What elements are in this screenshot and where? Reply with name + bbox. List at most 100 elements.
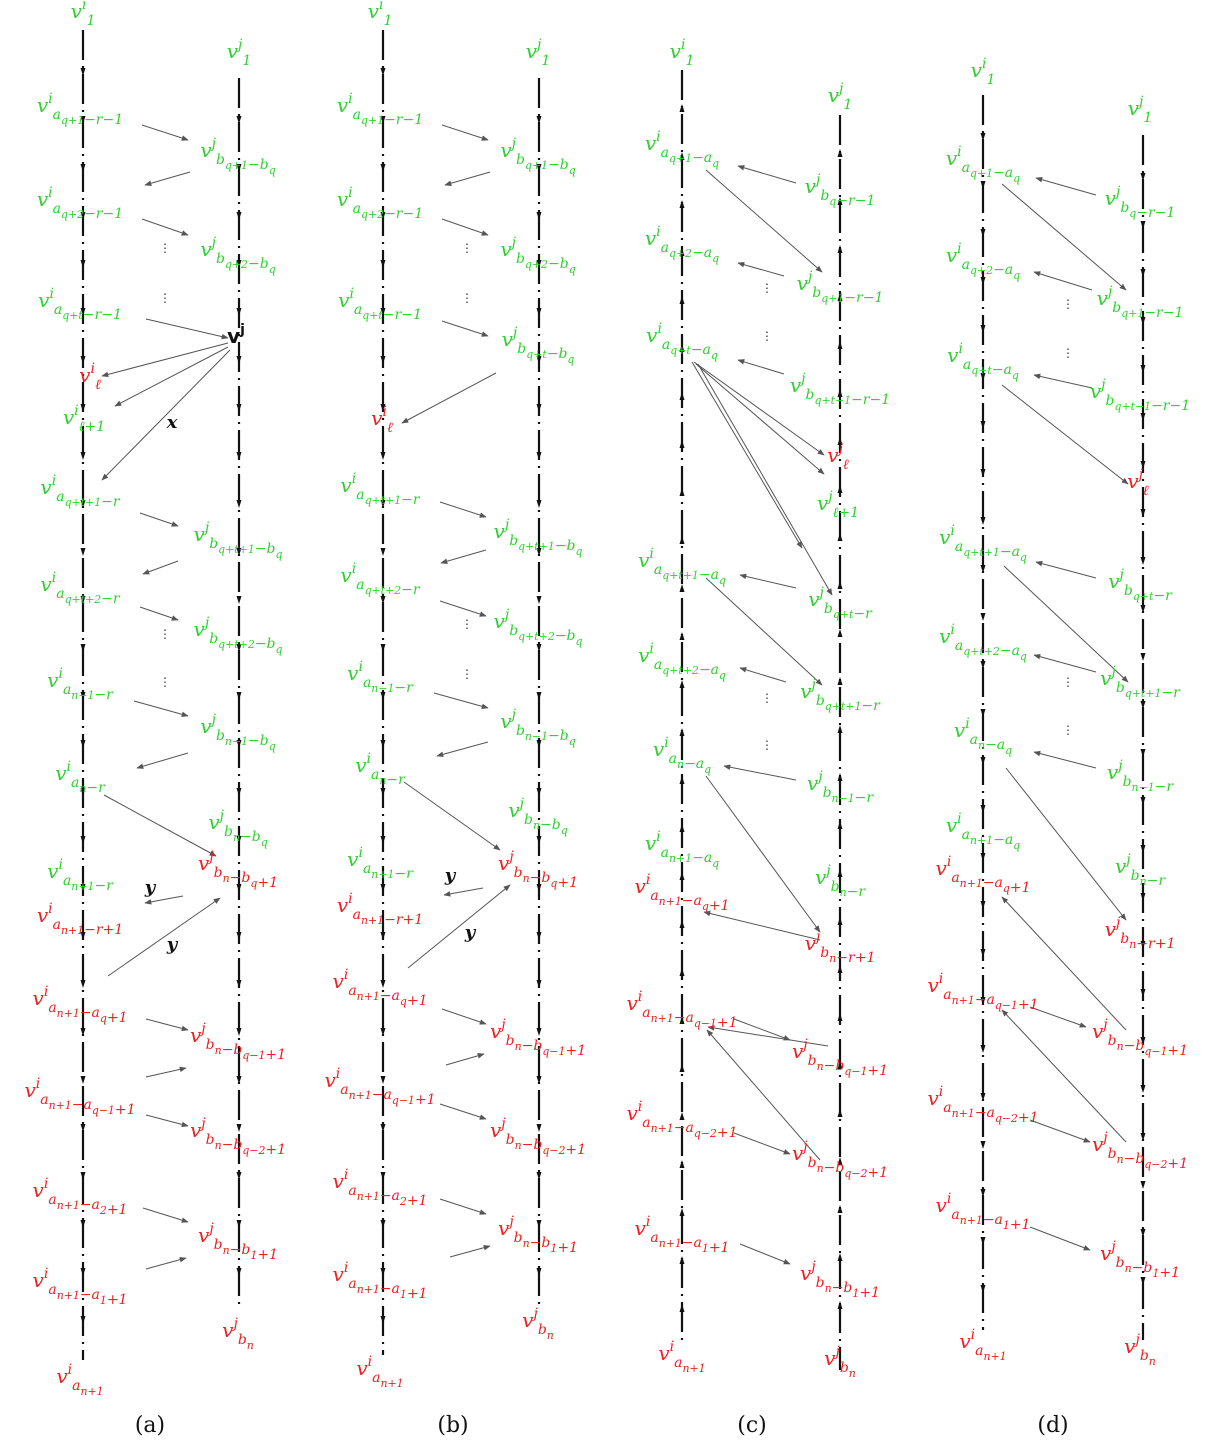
path-arrowhead: [380, 164, 386, 172]
edge-label: x: [166, 412, 178, 433]
vertex-label-text: vjbq+t+2−bq: [494, 607, 583, 648]
edge-arrow: [737, 165, 797, 184]
path-arrowhead: [80, 1172, 86, 1180]
path-arrowhead: [679, 536, 685, 544]
path-arrowhead: [236, 596, 242, 604]
edge-arrow: [723, 764, 797, 781]
path-arrowhead: [80, 740, 86, 748]
path-arrowhead: [80, 164, 86, 172]
vertex-label-text: vian+1−a1+1: [33, 1266, 128, 1308]
vertex-label-text: vjℓ: [1127, 467, 1149, 499]
vertical-path: [980, 95, 986, 1330]
edge-arrow: [145, 1018, 189, 1032]
vertex-label: vjbn−bq−2+1: [1092, 1130, 1188, 1172]
path-arrowhead: [380, 1268, 386, 1276]
vertex-label: vjbq+t−1−r−1: [790, 371, 890, 408]
vertex-label-text: vj1: [227, 37, 252, 69]
path-arrowhead: [679, 776, 685, 784]
edge-arrow: [133, 700, 189, 718]
vertex-label-text: vjbn−b1+1: [198, 1221, 278, 1263]
edge-arrow: [403, 781, 501, 851]
vertex-label-text: vjbq+1−bq: [500, 136, 575, 177]
edge-arrow: [144, 895, 184, 905]
vertex-label: vjℓ+1: [817, 489, 859, 521]
path-arrowhead: [679, 824, 685, 832]
edge-arrow: [1035, 560, 1097, 579]
vertex-label: vi1: [71, 0, 96, 29]
path-arrowhead: [80, 1124, 86, 1132]
path-arrowhead: [236, 116, 242, 124]
path-arrowhead: [380, 68, 386, 76]
edge-arrow: [439, 1103, 487, 1120]
vertex-label-text: vian+1−aq−1+1: [24, 1076, 135, 1118]
vertex-label: vian+1−a1+1: [333, 1260, 428, 1302]
vertex-label: vian+1−r+1: [37, 901, 123, 938]
vertex-label: vian+1−r: [347, 845, 414, 882]
path-arrowhead: [536, 164, 542, 172]
path-arrowhead: [80, 260, 86, 268]
path-arrowhead: [837, 389, 843, 397]
vertex-label: vjbn−bq−1+1: [1092, 1017, 1188, 1059]
path-arrowhead: [380, 740, 386, 748]
path-arrowhead: [80, 644, 86, 652]
edge-arrow: [144, 171, 191, 186]
vertex-label: vian−aq: [653, 735, 711, 776]
vertex-label-text: vi1: [71, 0, 96, 29]
path-arrowhead: [380, 356, 386, 364]
path-arrowhead: [980, 373, 986, 381]
edge-arrow: [691, 361, 803, 549]
vertex-label: vian+1−r+1: [337, 891, 423, 928]
edge-arrow: [697, 363, 833, 596]
path-arrowhead: [380, 548, 386, 556]
edge-arrow: [1033, 271, 1093, 291]
path-arrowhead: [1140, 1085, 1146, 1093]
vertex-label-text: vian+1: [959, 1327, 1006, 1363]
vertical-ellipsis-icon: ⋮: [461, 667, 473, 681]
vertex-label: vjbn−bq−2+1: [792, 1139, 888, 1181]
path-arrowhead: [679, 920, 685, 928]
path-arrowhead: [837, 1301, 843, 1309]
path-arrowhead: [679, 344, 685, 352]
path-arrowhead: [536, 1172, 542, 1180]
path-arrowhead: [236, 164, 242, 172]
vertex-label-text: vjbn−b1+1: [1100, 1239, 1180, 1281]
path-arrowhead: [380, 404, 386, 412]
path-arrowhead: [536, 692, 542, 700]
path-arrowhead: [80, 1220, 86, 1228]
vertex-label-text: viaq+t−r−1: [338, 286, 422, 323]
vertex-label-text: vjbn−bq−2+1: [490, 1116, 586, 1158]
path-arrowhead: [980, 901, 986, 909]
vertical-ellipsis-icon: ⋮: [461, 291, 473, 305]
vertex-label: vian+1−a1+1: [936, 1191, 1031, 1233]
vertex-label-text: vjbn−1−bq: [500, 707, 575, 748]
path-arrowhead: [1140, 797, 1146, 805]
vertex-label: vjbn−r: [1115, 852, 1166, 889]
vertex-label-text: vjbq+t+1−r: [800, 677, 881, 714]
path-arrowhead: [1140, 653, 1146, 661]
path-arrowhead: [80, 1316, 86, 1324]
path-arrowhead: [380, 1124, 386, 1132]
vertex-label-text: vjℓ+1: [817, 489, 859, 521]
vertex-label: vian+1−aq: [946, 811, 1020, 852]
path-arrowhead: [980, 1093, 986, 1101]
vertex-label: vjbn−r+1: [1105, 915, 1176, 952]
vertex-label: vjbn−1−r: [807, 769, 874, 806]
path-arrowhead: [1140, 749, 1146, 757]
vertex-label: vjℓ: [827, 441, 849, 473]
vertex-label-text: viaq+2−aq: [645, 224, 719, 265]
vertical-path: [536, 78, 542, 1310]
vertex-label-text: vjbn−bq−1+1: [792, 1037, 888, 1079]
path-arrowhead: [1140, 1037, 1146, 1045]
vertex-label-text: vi1: [368, 0, 393, 29]
vertical-ellipsis-icon: ⋮: [461, 241, 473, 255]
vertex-label: vjbn−r: [815, 863, 866, 900]
vertex-label-text: vjbq−r−1: [805, 172, 876, 209]
vertex-label-text: vjbq+1−bq: [200, 136, 275, 177]
edge-label: y: [166, 934, 179, 955]
vertex-label-text: vian−r: [355, 751, 406, 788]
vertex-label: vi1: [670, 37, 695, 69]
vertex-label: vjbn−bq+1: [498, 849, 578, 891]
path-arrowhead: [380, 1220, 386, 1228]
path-arrowhead: [80, 788, 86, 796]
